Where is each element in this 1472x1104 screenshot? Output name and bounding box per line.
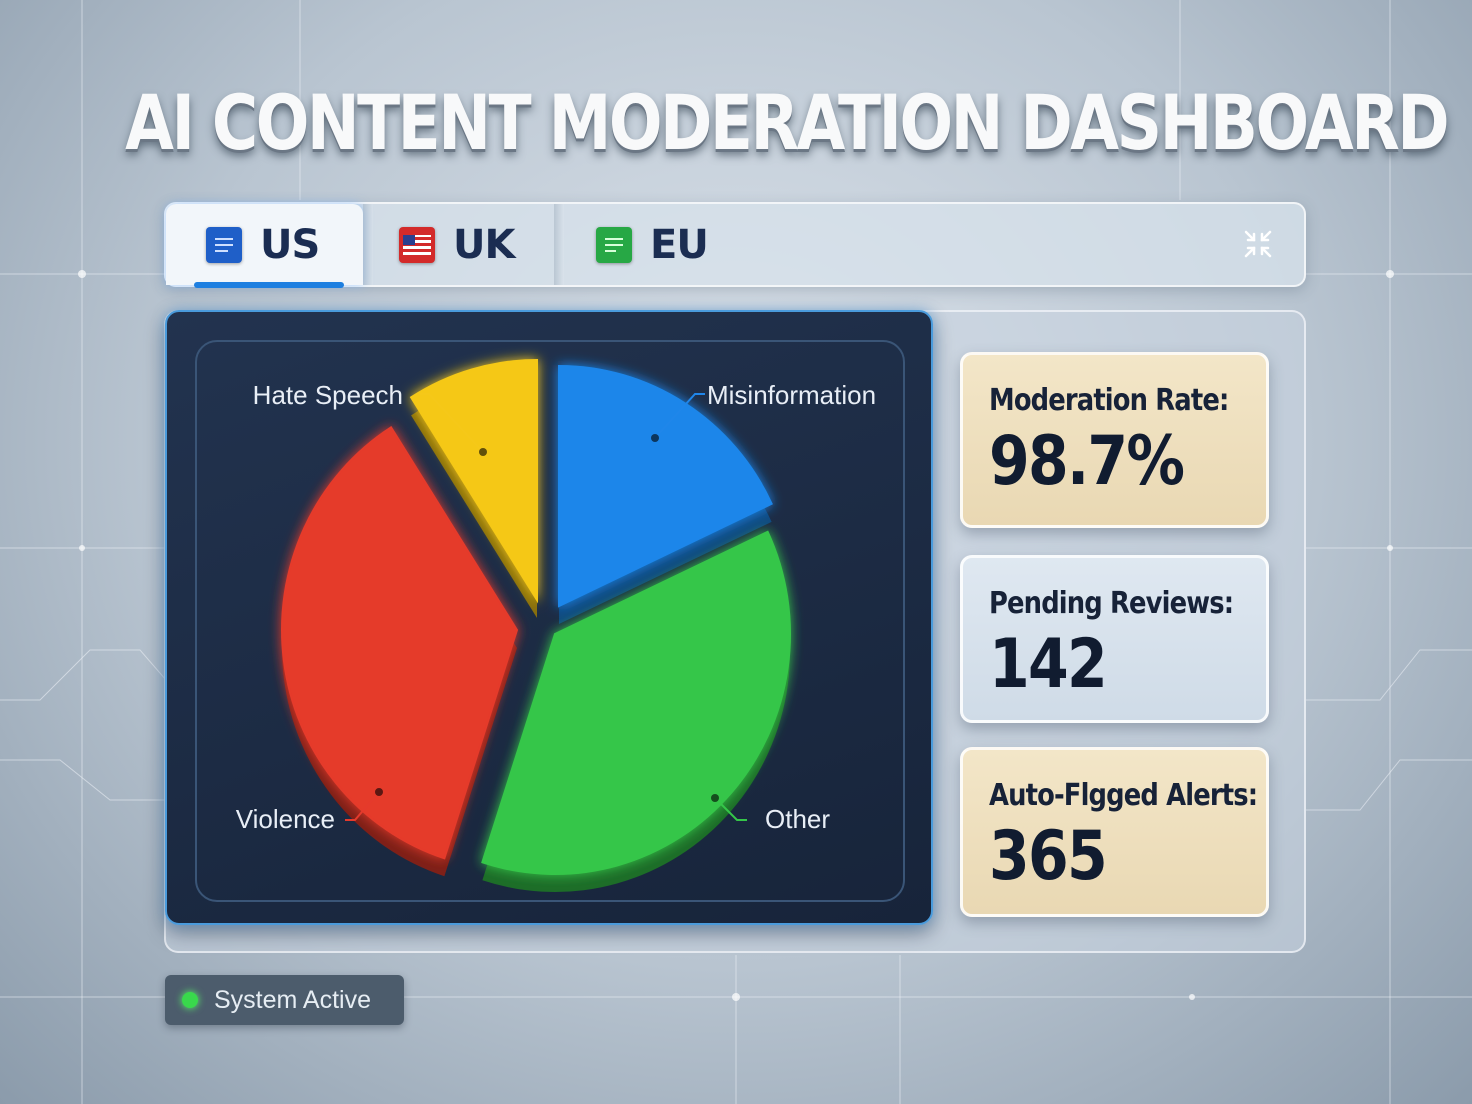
moderation-rate-label: Moderation Rate: — [989, 383, 1229, 418]
tab-eu[interactable]: EU — [556, 204, 752, 285]
pending-reviews-label: Pending Reviews: — [989, 586, 1234, 621]
pie-slice-other[interactable] — [481, 530, 791, 875]
callout-line — [419, 393, 484, 453]
collapse-icon[interactable] — [1238, 224, 1278, 264]
moderation-rate-value: 98.7% — [989, 422, 1185, 501]
slice-label: Violence — [236, 804, 335, 834]
tab-divider — [363, 204, 373, 285]
chart-card: Misinformation Other Violence Hate Speech — [165, 310, 933, 925]
document-flag-icon — [206, 226, 242, 263]
tab-uk-label: UK — [453, 221, 515, 268]
auto-flagged-alerts-card: Auto-Flgged Alerts: 365 — [960, 747, 1269, 917]
pending-reviews-card: Pending Reviews: 142 — [960, 555, 1269, 723]
region-tab-bar: US UK EU — [164, 202, 1306, 288]
us-flag-icon — [399, 226, 435, 263]
pie-slice-hate-speech[interactable] — [409, 358, 538, 604]
tab-us[interactable]: US — [166, 204, 363, 288]
tab-eu-label: EU — [650, 221, 709, 268]
status-dot-icon — [182, 992, 198, 1008]
pie-slice-misinformation[interactable] — [558, 364, 773, 608]
callout-dot — [375, 788, 383, 796]
slice-label: Hate Speech — [253, 380, 403, 410]
auto-flagged-alerts-label: Auto-Flgged Alerts: — [989, 778, 1258, 813]
system-status-indicator: System Active — [165, 975, 404, 1025]
auto-flagged-alerts-value: 365 — [989, 817, 1108, 896]
tab-uk[interactable]: UK — [359, 204, 555, 285]
pending-reviews-value: 142 — [989, 625, 1108, 704]
slice-label: Misinformation — [707, 380, 876, 410]
tab-divider — [554, 204, 564, 285]
status-text: System Active — [214, 985, 371, 1014]
active-tab-indicator — [194, 282, 344, 288]
callout-line — [345, 791, 380, 821]
pie-slice-violence[interactable] — [281, 425, 519, 860]
slice-label: Other — [765, 804, 830, 834]
callout-dot — [711, 794, 719, 802]
document-flag-icon — [596, 226, 632, 263]
page-title: AI CONTENT MODERATION DASHBOARD — [125, 78, 1450, 167]
callout-dot — [479, 448, 487, 456]
tab-us-label: US — [260, 221, 320, 268]
moderation-rate-card: Moderation Rate: 98.7% — [960, 352, 1269, 528]
callout-line — [654, 393, 705, 439]
chart-inner-frame — [195, 340, 905, 902]
pie-chart: Misinformation Other Violence Hate Speech — [236, 358, 876, 892]
callout-dot — [651, 434, 659, 442]
callout-line — [714, 797, 747, 821]
